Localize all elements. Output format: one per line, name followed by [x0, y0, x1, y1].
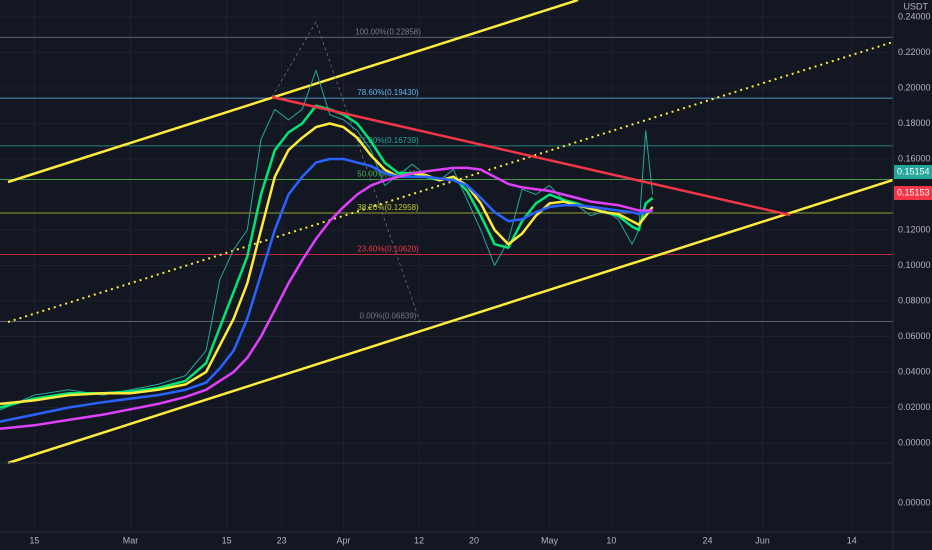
- y-tick-label: 0.02000: [898, 402, 931, 412]
- grid: [0, 0, 893, 532]
- unit-label: USDT: [904, 1, 929, 11]
- y-tick-label: 0.20000: [898, 82, 931, 92]
- fib-label: 23.60%(0.10620): [357, 245, 419, 254]
- fib-anchor: [271, 21, 421, 323]
- x-tick-label: 15: [29, 535, 39, 545]
- y-tick-label: 0.22000: [898, 47, 931, 57]
- y-tick-label: 0.06000: [898, 331, 931, 341]
- x-tick-label: 12: [414, 535, 424, 545]
- price-tag-label: 0.15154: [897, 166, 930, 176]
- y-tick-label: 0.24000: [898, 11, 931, 21]
- series-line: [0, 157, 653, 423]
- price-tag: [894, 165, 932, 180]
- x-tick-label: 14: [847, 535, 857, 545]
- x-tick-label: Apr: [336, 535, 350, 545]
- x-tick-label: May: [541, 535, 559, 545]
- axes: 0.24000 0.22000 0.20000 0.18000 0.16000 0.120…: [29, 11, 932, 545]
- fib-label: 78.60%(0.19430): [357, 88, 419, 97]
- fib-label: 61.80%(0.16739): [357, 136, 419, 145]
- fib-label: 100.00%(0.22858): [355, 27, 421, 36]
- series-lines: [0, 69, 654, 431]
- x-tick-label: 10: [606, 535, 616, 545]
- price-tag-label: 0.15153: [897, 187, 930, 197]
- x-tick-label: 20: [469, 535, 479, 545]
- y-tick-label: 0.04000: [898, 366, 931, 376]
- series-line: [0, 166, 653, 431]
- y-tick-label: 0.12000: [898, 224, 931, 234]
- x-tick-label: Jun: [755, 535, 770, 545]
- y-tick-label: 0.16000: [898, 153, 931, 163]
- channel-upper: [7, 0, 579, 184]
- y-tick-label: 0.00000: [898, 437, 931, 447]
- y-tick-label: 0.08000: [898, 295, 931, 305]
- fib-label: 0.00%(0.06839): [360, 312, 417, 321]
- channel-lower: [7, 178, 894, 465]
- trendline: [271, 95, 791, 217]
- x-tick-label: 23: [277, 535, 287, 545]
- osc-axis-label: 0.00000: [898, 497, 931, 507]
- x-tick-label: 24: [703, 535, 713, 545]
- x-tick-label: 15: [222, 535, 232, 545]
- price-tag: [894, 186, 932, 201]
- fib-label: 38.20%(0.12958): [357, 203, 419, 212]
- y-tick-label: 0.10000: [898, 260, 931, 270]
- x-tick-label: Mar: [123, 535, 139, 545]
- y-tick-label: 0.18000: [898, 118, 931, 128]
